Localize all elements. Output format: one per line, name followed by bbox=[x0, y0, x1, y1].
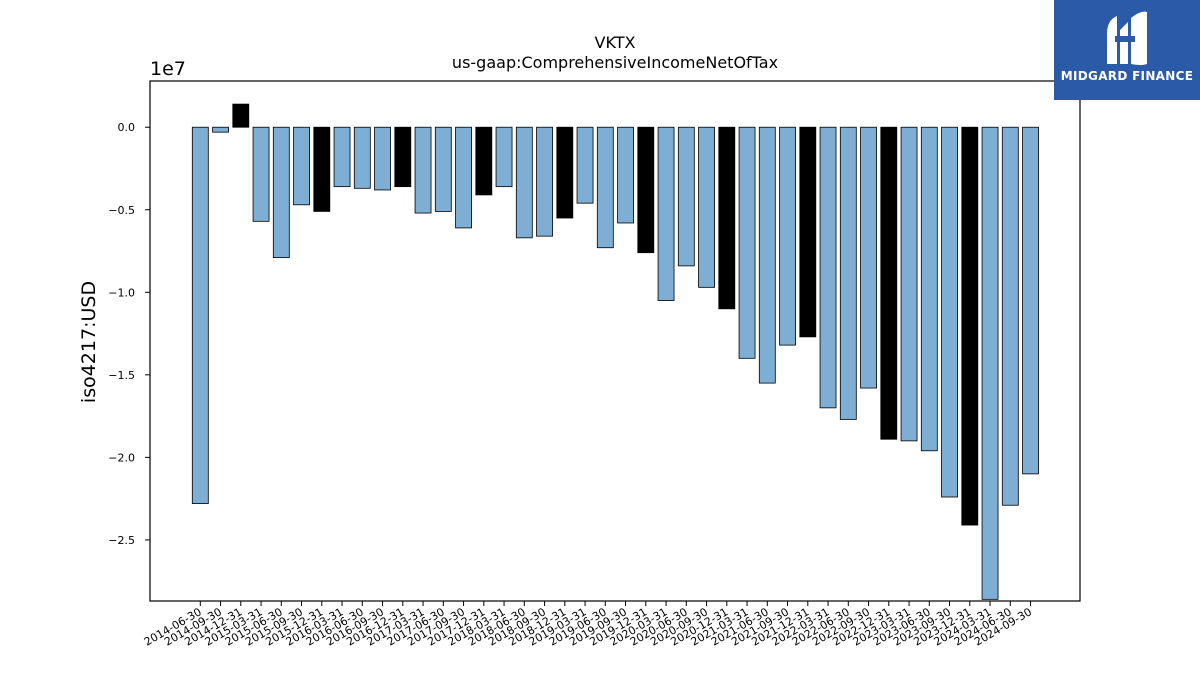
x-axis-ticks: 2014-06-302014-09-302014-12-312015-03-31… bbox=[142, 601, 1034, 649]
midgard-finance-logo: MIDGARD FINANCE bbox=[1054, 0, 1200, 100]
y-tick-label: −1.5 bbox=[108, 369, 135, 382]
bar-2016-12-31 bbox=[394, 126, 412, 188]
bars-group bbox=[191, 103, 1039, 600]
bar-2016-09-30 bbox=[374, 126, 391, 191]
bar-2014-12-31 bbox=[232, 103, 250, 128]
logo-text: MIDGARD FINANCE bbox=[1060, 69, 1194, 83]
midgard-logo-icon bbox=[1107, 11, 1147, 66]
bar-2019-12-31 bbox=[637, 126, 655, 254]
bar-2018-06-30 bbox=[515, 126, 533, 239]
bar-2019-06-30 bbox=[596, 126, 614, 249]
bar-2016-03-31 bbox=[333, 126, 351, 188]
bar-2014-09-30 bbox=[212, 126, 229, 133]
bar-2020-03-31 bbox=[657, 126, 675, 301]
bar-2019-03-31 bbox=[576, 126, 594, 204]
y-tick-label: −1.0 bbox=[108, 286, 135, 299]
bar-2015-12-31 bbox=[313, 126, 331, 212]
y-tick-label: 0.0 bbox=[118, 121, 136, 134]
bar-2021-12-31 bbox=[799, 126, 817, 338]
y-axis-label: iso4217:USD bbox=[78, 281, 100, 403]
y-tick-label: −2.5 bbox=[108, 534, 135, 547]
bar-2020-12-31 bbox=[718, 126, 736, 310]
bar-2015-06-30 bbox=[272, 126, 290, 259]
bar-2017-12-31 bbox=[475, 126, 493, 196]
bar-2022-03-31 bbox=[819, 126, 837, 409]
bar-2022-06-30 bbox=[839, 126, 857, 420]
bar-2018-09-30 bbox=[536, 126, 553, 237]
bar-2024-03-31 bbox=[981, 126, 999, 600]
bar-2022-09-30 bbox=[860, 126, 877, 389]
bar-2023-09-30 bbox=[941, 126, 958, 498]
bar-2014-06-30 bbox=[191, 126, 209, 505]
chart-title: VKTX bbox=[595, 33, 636, 52]
bar-2017-06-30 bbox=[434, 126, 452, 212]
y-scale-label: 1e7 bbox=[150, 58, 186, 80]
bar-2016-06-30 bbox=[353, 126, 371, 189]
bar-2021-09-30 bbox=[779, 126, 796, 346]
bar-2019-09-30 bbox=[617, 126, 634, 224]
bar-2018-12-31 bbox=[556, 126, 574, 219]
bar-2023-06-30 bbox=[920, 126, 938, 452]
bar-2017-09-30 bbox=[455, 126, 472, 229]
bar-2020-09-30 bbox=[698, 126, 715, 288]
plot-frame bbox=[149, 80, 1081, 602]
bar-2024-06-30 bbox=[1001, 126, 1019, 506]
bar-2017-03-31 bbox=[414, 126, 432, 214]
bar-2022-12-31 bbox=[880, 126, 898, 440]
bar-2021-03-31 bbox=[738, 126, 756, 359]
bar-2015-03-31 bbox=[252, 126, 270, 222]
bar-2021-06-30 bbox=[758, 126, 776, 384]
bar-2024-09-30 bbox=[1022, 126, 1039, 475]
y-axis-ticks: 0.0 −0.5 −1.0 −1.5 −2.0 −2.5 bbox=[108, 121, 150, 547]
chart-subtitle: us-gaap:ComprehensiveIncomeNetOfTax bbox=[452, 53, 778, 72]
bar-2015-09-30 bbox=[293, 126, 310, 206]
bar-2020-06-30 bbox=[677, 126, 695, 267]
bar-2023-03-31 bbox=[900, 126, 918, 442]
bar-2023-12-31 bbox=[961, 126, 979, 526]
y-tick-label: −0.5 bbox=[108, 204, 135, 217]
bar-2018-03-31 bbox=[495, 126, 513, 188]
y-tick-label: −2.0 bbox=[108, 451, 135, 464]
